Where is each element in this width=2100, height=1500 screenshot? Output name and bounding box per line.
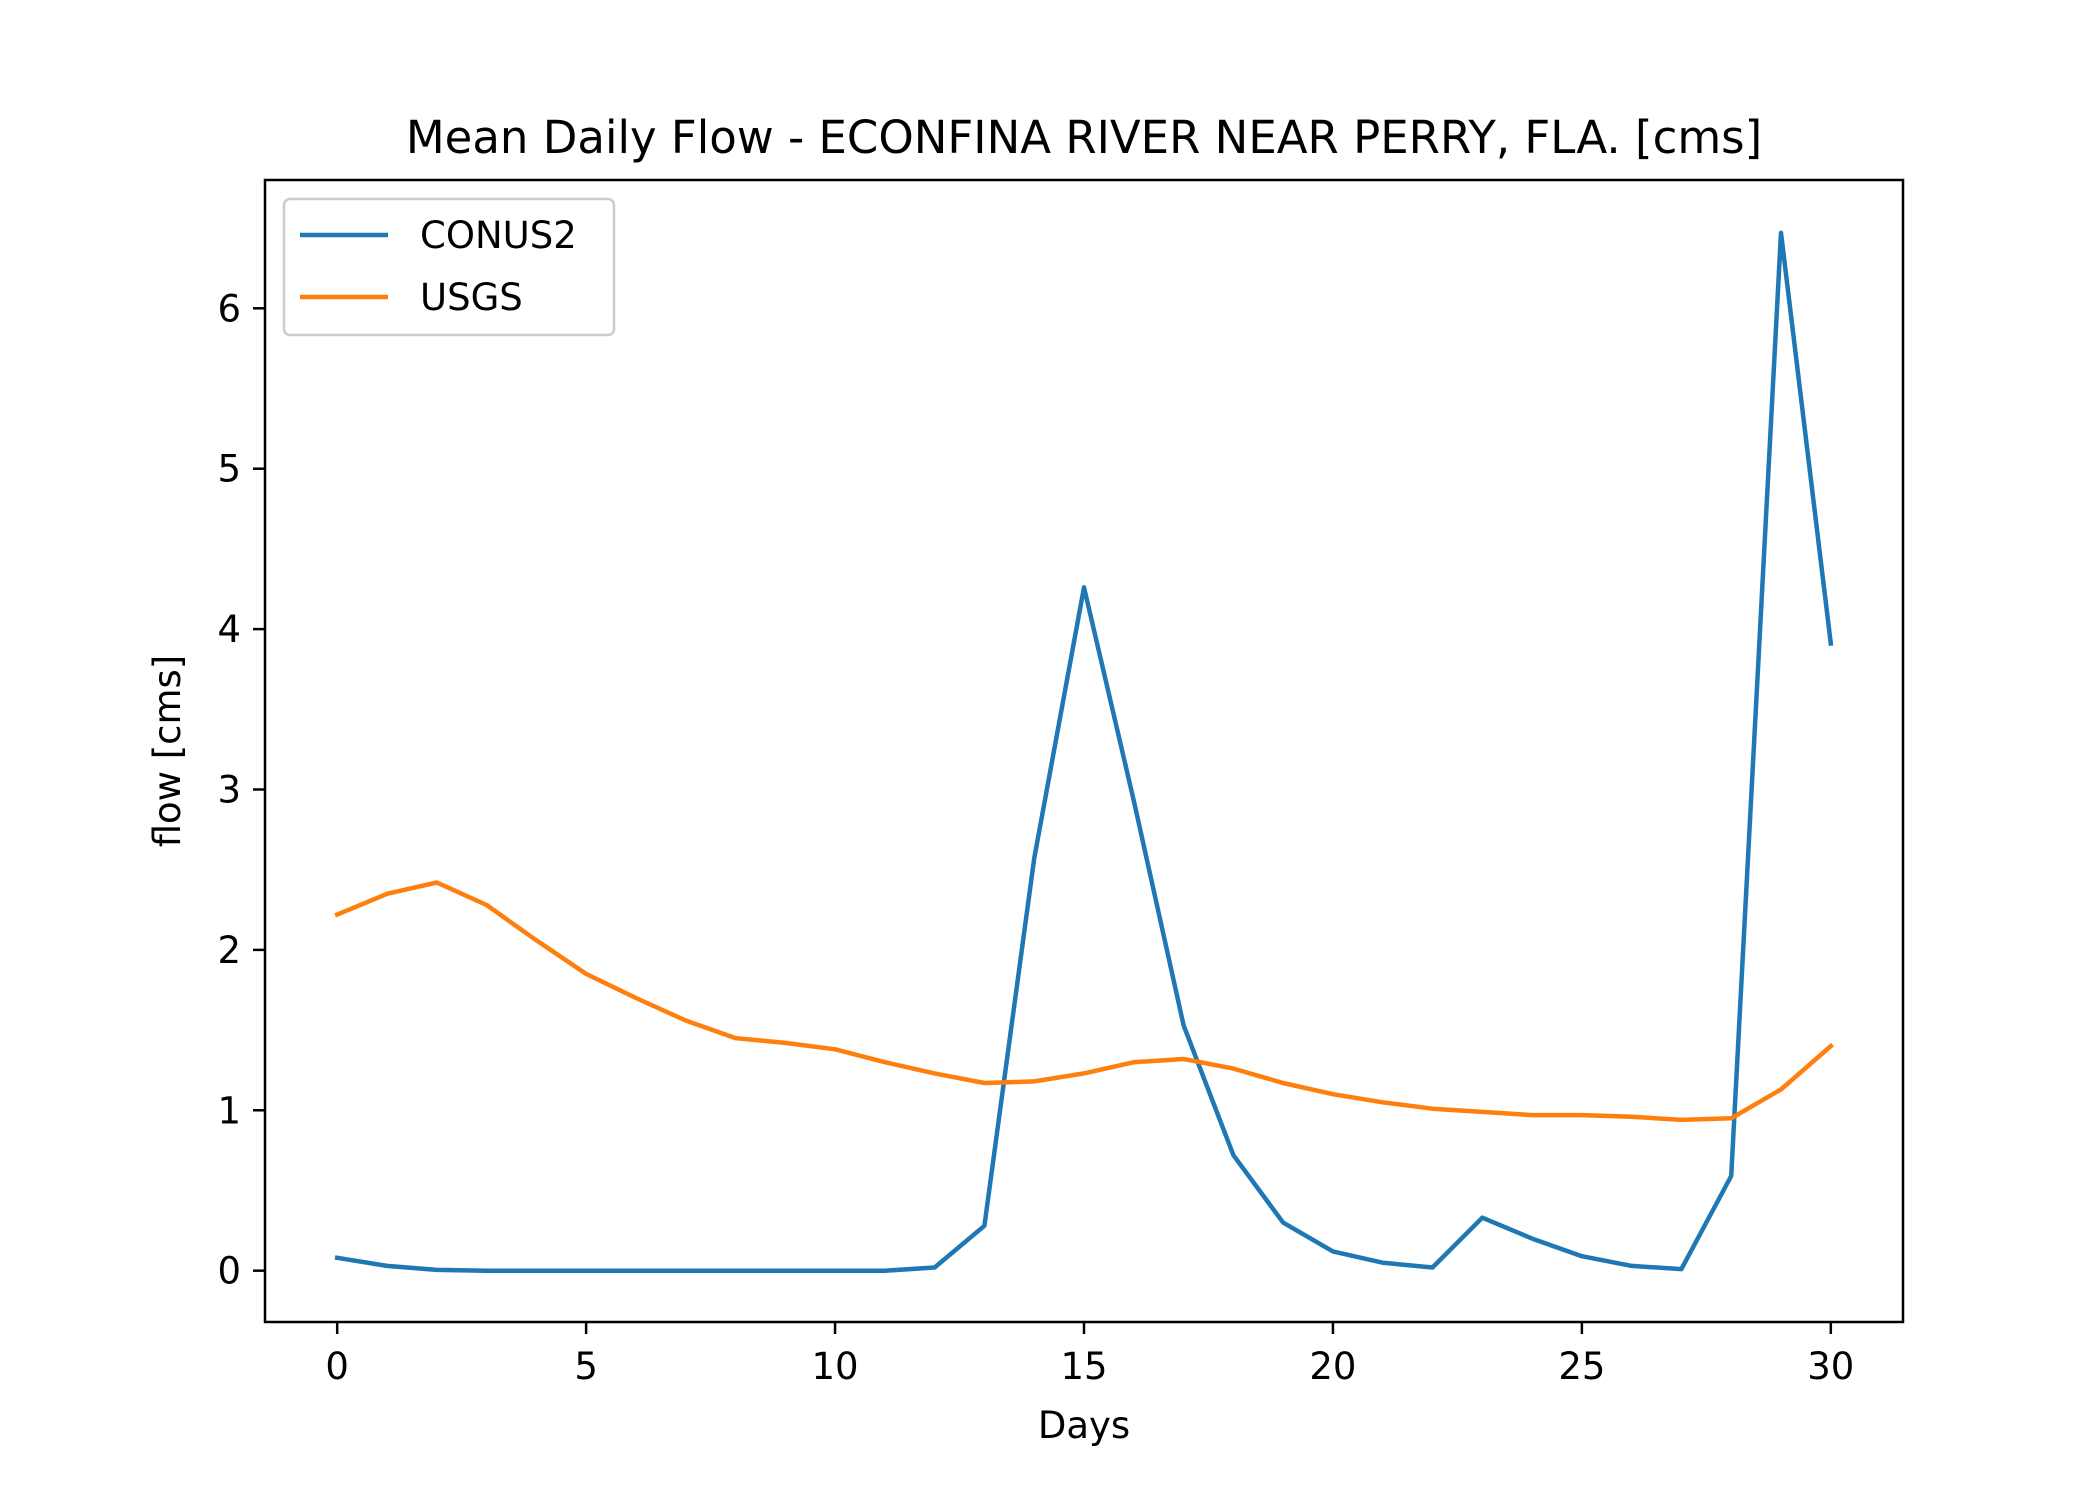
x-axis: 0 5 10 15 20 25 30: [325, 1322, 1854, 1388]
x-tick-label: 15: [1060, 1345, 1107, 1388]
series-line-conus2: [334, 230, 1834, 1273]
x-tick-label: 10: [812, 1345, 859, 1388]
y-axis: 0 1 2 3 4 5 6: [217, 287, 265, 1293]
y-tick-label: 6: [217, 287, 241, 330]
x-tick-label: 20: [1309, 1345, 1356, 1388]
legend: CONUS2 USGS: [282, 197, 616, 337]
y-tick-label: 4: [217, 608, 241, 651]
legend-label-conus2: CONUS2: [420, 214, 577, 257]
x-tick-label: 0: [325, 1345, 349, 1388]
y-tick-label: 2: [217, 929, 241, 972]
x-tick-label: 25: [1558, 1345, 1605, 1388]
legend-label-usgs: USGS: [420, 276, 523, 319]
x-axis-label: Days: [1038, 1404, 1130, 1447]
plot-area: [334, 230, 1834, 1273]
y-axis-label: flow [cms]: [146, 655, 189, 848]
x-tick-label: 5: [574, 1345, 598, 1388]
chart-title: Mean Daily Flow - ECONFINA RIVER NEAR PE…: [406, 111, 1762, 164]
y-tick-label: 5: [217, 448, 241, 491]
y-tick-label: 1: [217, 1089, 241, 1132]
x-tick-label: 30: [1807, 1345, 1854, 1388]
y-tick-label: 3: [217, 768, 241, 811]
series-line-usgs: [334, 880, 1834, 1123]
y-tick-label: 0: [217, 1250, 241, 1293]
